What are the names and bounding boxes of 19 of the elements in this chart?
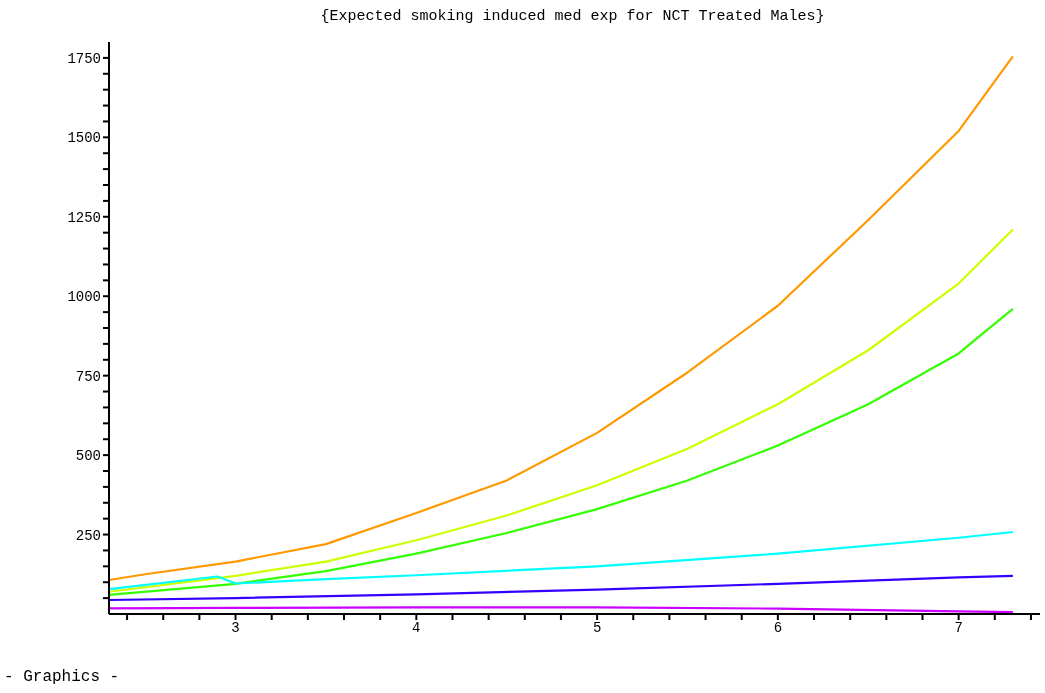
chart-title: {Expected smoking induced med exp for NCT Treated Males}: [319, 7, 826, 27]
line-series: [109, 530, 1014, 591]
y-tick-label: 250: [75, 527, 101, 544]
x-tick-label: 7: [954, 619, 963, 636]
line-series: [109, 228, 1014, 593]
y-tick-label: 1500: [67, 130, 101, 147]
x-tick-label: 4: [412, 619, 421, 636]
x-tick-label: 6: [773, 619, 783, 636]
y-tick-label: 1250: [67, 209, 101, 226]
x-tick-label: 5: [592, 619, 602, 636]
text: - Graphics -: [3, 668, 121, 686]
line-series: [109, 574, 1014, 602]
y-tick-label: 1000: [67, 289, 101, 306]
line-series: [109, 55, 1014, 582]
x-tick-label: 3: [231, 619, 240, 636]
y-tick-label: 500: [75, 448, 101, 465]
y-tick-label: 1750: [67, 50, 101, 67]
y-tick-label: 750: [75, 368, 101, 385]
line-series: [109, 307, 1014, 597]
